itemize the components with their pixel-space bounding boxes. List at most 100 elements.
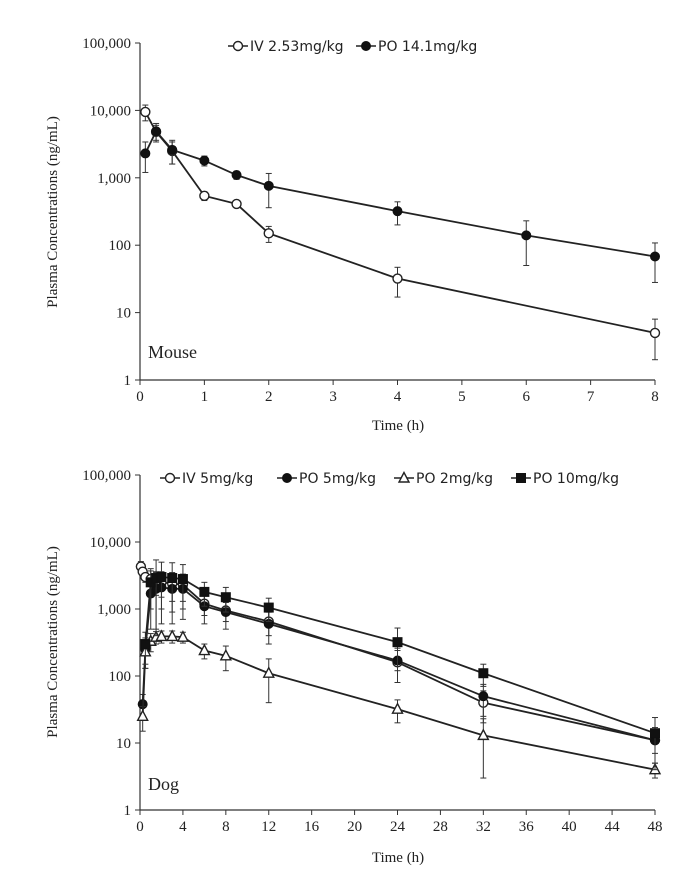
dog-x-tick-label: 44 [605, 819, 621, 835]
dog-panel: Plasma Concentrations (ng/mL) Time (h) D… [45, 468, 663, 866]
dog-legend-label: PO 2mg/kg [416, 471, 493, 487]
mouse-x-tick-label: 7 [587, 389, 595, 405]
dog-point [477, 728, 490, 741]
dog-legend-label: PO 10mg/kg [533, 471, 619, 487]
mouse-y-tick-label: 1 [124, 373, 132, 389]
dog-legend-po-5mg-kg: PO 5mg/kg [277, 471, 376, 487]
mouse-point [140, 148, 151, 159]
dog-legend-po-10mg-kg: PO 10mg/kg [511, 471, 619, 487]
mouse-point [263, 228, 274, 239]
dog-x-tick-label: 20 [347, 819, 362, 835]
mouse-y-tick-label: 1,000 [97, 171, 131, 187]
dog-x-tick-label: 4 [179, 819, 187, 835]
dog-series-po-5mg-kg [137, 571, 660, 764]
mouse-point [199, 190, 210, 202]
mouse-y-axis-title: Plasma Concentrations (ng/mL) [45, 116, 61, 308]
dog-point [136, 709, 149, 722]
mouse-point [167, 144, 178, 155]
dog-y-axis-title: Plasma Concentrations (ng/mL) [45, 546, 61, 738]
mouse-x-tick-label: 0 [136, 389, 144, 405]
mouse-point [650, 251, 660, 262]
mouse-x-tick-label: 5 [458, 389, 466, 405]
dog-point [198, 643, 211, 656]
dog-x-axis-title: Time (h) [372, 850, 424, 866]
dog-series-po-10mg-kg [140, 559, 660, 771]
mouse-x-tick-label: 4 [394, 389, 402, 405]
dog-x-tick-label: 48 [648, 819, 663, 835]
dog-y-tick-label: 10,000 [90, 535, 131, 551]
dog-legend-label: PO 5mg/kg [299, 471, 376, 487]
dog-x-tick-label: 40 [562, 819, 577, 835]
dog-point [478, 668, 489, 679]
dog-x-tick-label: 0 [136, 819, 144, 835]
mouse-y-tick-label: 100 [109, 238, 132, 254]
dog-point [177, 574, 188, 585]
dog-point [478, 691, 489, 702]
mouse-x-axis-title: Time (h) [372, 418, 424, 434]
dog-x-tick-label: 12 [261, 819, 276, 835]
dog-x-tick-label: 16 [304, 819, 320, 835]
mouse-line-iv-2-53mg-kg [144, 111, 656, 334]
dog-x-tick-label: 28 [433, 819, 448, 835]
dog-y-tick-label: 100,000 [82, 468, 131, 484]
mouse-x-tick-label: 1 [201, 389, 209, 405]
mouse-x-tick-label: 2 [265, 389, 273, 405]
dog-point [166, 629, 179, 642]
mouse-series-iv-2-53mg-kg [140, 104, 661, 361]
mouse-point [151, 126, 162, 137]
dog-x-tick-label: 8 [222, 819, 230, 835]
dog-point [262, 666, 275, 678]
dog-legend-po-2mg-kg: PO 2mg/kg [394, 470, 493, 487]
dog-point [391, 702, 404, 714]
mouse-panel-label: Mouse [148, 342, 197, 362]
dog-point [140, 639, 151, 650]
mouse-x-tick-label: 8 [651, 389, 659, 405]
mouse-point [231, 198, 242, 210]
dog-y-tick-label: 100 [109, 669, 132, 685]
mouse-y-tick-label: 10,000 [90, 103, 131, 119]
mouse-point [521, 230, 532, 241]
dog-x-tick-label: 32 [476, 819, 491, 835]
mouse-y-tick-label: 10 [116, 306, 131, 322]
mouse-series-po-14-1mg-kg [140, 122, 660, 283]
mouse-y-tick-label: 100,000 [82, 36, 131, 52]
mouse-legend-iv-2-53mg-kg: IV 2.53mg/kg [228, 39, 344, 55]
dog-point [176, 630, 190, 642]
dog-panel-label: Dog [148, 774, 179, 794]
mouse-point [263, 180, 274, 191]
dog-y-tick-label: 10 [116, 736, 131, 752]
mouse-legend-marker [232, 40, 244, 52]
mouse-x-tick-label: 3 [329, 389, 337, 405]
mouse-point [140, 106, 151, 118]
dog-point [220, 592, 231, 603]
dog-x-tick-label: 24 [390, 819, 406, 835]
mouse-panel: Plasma Concentrations (ng/mL) Time (h) M… [45, 36, 661, 434]
dog-point [392, 637, 403, 648]
dog-legend-iv-5mg-kg: IV 5mg/kg [160, 471, 253, 487]
dog-x-tick-label: 36 [519, 819, 535, 835]
dog-legend-marker [516, 473, 526, 483]
dog-point [263, 602, 274, 613]
mouse-legend-marker [361, 41, 371, 51]
dog-point [650, 728, 660, 739]
dog-point [167, 573, 178, 584]
dog-legend-marker [397, 470, 411, 483]
dog-legend-marker [282, 473, 292, 483]
dog-legend-marker [164, 472, 176, 484]
mouse-point [231, 170, 242, 181]
mouse-point [199, 155, 210, 166]
mouse-point [392, 273, 403, 284]
mouse-point [649, 327, 661, 339]
dog-y-tick-label: 1 [124, 803, 132, 819]
dog-point [219, 648, 232, 661]
mouse-point [392, 206, 403, 217]
mouse-legend-label: IV 2.53mg/kg [250, 39, 344, 55]
dog-point [199, 586, 210, 597]
mouse-x-tick-label: 6 [523, 389, 531, 405]
mouse-legend-label: PO 14.1mg/kg [378, 39, 477, 55]
dog-legend-label: IV 5mg/kg [182, 471, 253, 487]
dog-series-po-2mg-kg [136, 629, 662, 779]
mouse-line-po-14-1mg-kg [144, 129, 656, 258]
dog-point [156, 572, 167, 583]
